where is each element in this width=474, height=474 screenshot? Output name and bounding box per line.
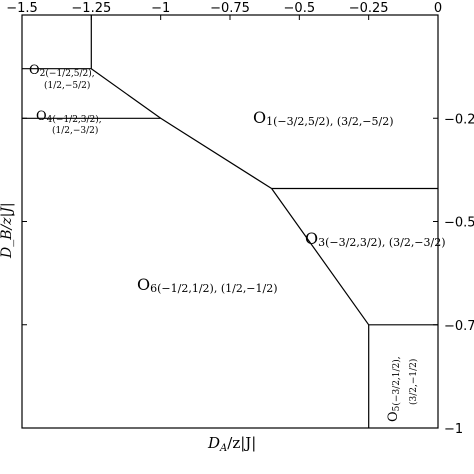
x-tick-label: −1 bbox=[151, 1, 170, 16]
tick-group: −1.5 −1.25 −1 −0.75 −0.5 −0.25 0 −0.2 −0.5 −0.7 −1 bbox=[6, 1, 474, 437]
region-o5-label: O5(−3/2,1/2), bbox=[386, 356, 402, 422]
o4-o1-diagonal bbox=[90, 68, 162, 119]
region-o5-label-line2: (3/2,−1/2) bbox=[408, 359, 419, 405]
x-tick-label: −0.75 bbox=[210, 1, 250, 16]
region-o1-label: O1(−3/2,5/2), (3/2,−5/2) bbox=[253, 108, 394, 128]
y-tick-label: −1 bbox=[444, 422, 463, 437]
o3-o6-diagonal bbox=[271, 188, 370, 326]
y-tick-label: −0.5 bbox=[444, 216, 474, 231]
x-tick-label: −1.25 bbox=[71, 1, 111, 16]
region-o6-label: O6(−1/2,1/2), (1/2,−1/2) bbox=[137, 275, 278, 295]
x-tick-label: 0 bbox=[434, 1, 442, 16]
x-axis-label: DA/z|J| bbox=[207, 434, 256, 454]
x-tick-label: −0.5 bbox=[284, 1, 316, 16]
region-o3-label: O3(−3/2,3/2), (3/2,−3/2) bbox=[305, 229, 446, 249]
region-o4-label: O4(−1/2,3/2), bbox=[36, 109, 102, 125]
region-o2-label: O2(−1/2,5/2), bbox=[29, 63, 95, 79]
o1-o6-diagonal bbox=[160, 117, 272, 190]
y-axis-label: D_B/z|J| bbox=[0, 202, 15, 259]
x-tick-label: −1.5 bbox=[6, 1, 38, 16]
region-o2-label-line2: (1/2,−5/2) bbox=[44, 80, 90, 91]
x-tick-label: −0.25 bbox=[349, 1, 389, 16]
boundary-group bbox=[22, 15, 438, 428]
region-o4-label-line2: (1/2,−3/2) bbox=[52, 125, 98, 136]
y-tick-label: −0.2 bbox=[444, 112, 474, 127]
y-tick-label: −0.7 bbox=[444, 319, 474, 334]
